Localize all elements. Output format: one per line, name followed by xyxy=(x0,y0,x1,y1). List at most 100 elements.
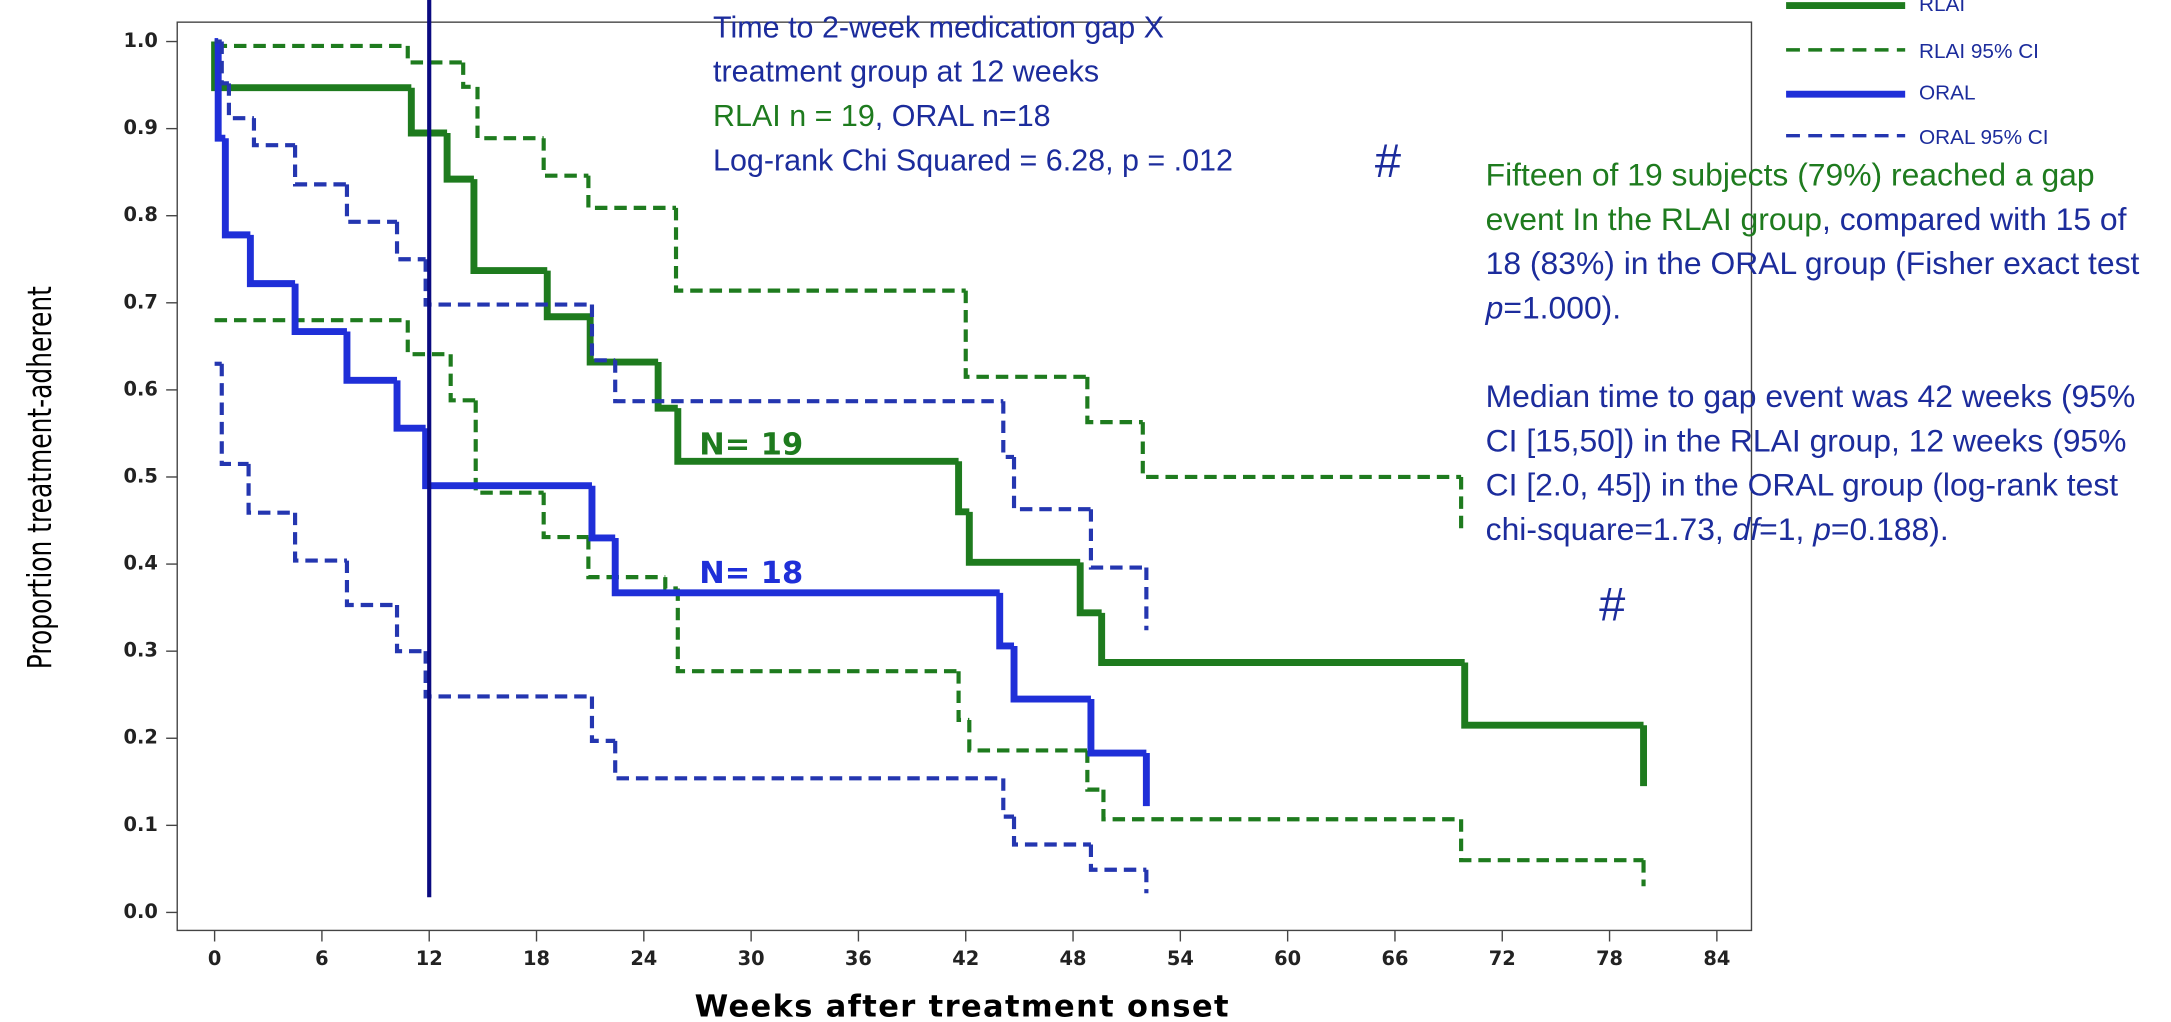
x-tick-label: 18 xyxy=(523,947,550,970)
y-tick-label: 0.3 xyxy=(124,639,158,662)
ci-lower xyxy=(344,560,398,608)
x-tick-label: 72 xyxy=(1489,947,1516,970)
km-curve xyxy=(543,270,591,321)
ci-upper xyxy=(1085,376,1143,425)
curve-label: N= 19 xyxy=(699,427,803,462)
x-tick-label: 66 xyxy=(1381,947,1408,970)
km-curve xyxy=(955,461,970,516)
legend-label: ORAL xyxy=(1919,82,1976,105)
ci-lower xyxy=(663,577,678,591)
mark: # xyxy=(1599,578,1626,632)
km-curve xyxy=(1461,662,1644,729)
ci-upper xyxy=(226,83,254,121)
ci-lower xyxy=(219,363,249,466)
y-tick-label: 0.0 xyxy=(124,900,158,923)
annotation: Time to 2-week medication gap X treatment… xyxy=(713,6,1233,183)
km-curve xyxy=(1010,645,1091,703)
y-axis-label: Proportion treatment-adherent xyxy=(21,286,59,669)
summary-run: =1, xyxy=(1759,510,1814,547)
ci-lower xyxy=(448,354,476,403)
km-curve xyxy=(996,592,1015,650)
x-tick-label: 84 xyxy=(1703,947,1730,970)
km-curve xyxy=(343,331,398,384)
ci-upper xyxy=(293,145,347,187)
x-tick-label: 30 xyxy=(738,947,765,970)
km-curve xyxy=(221,138,251,239)
ci-lower xyxy=(613,740,1004,781)
km-curve xyxy=(588,485,616,542)
summary-paragraph: Median time to gap event was 42 weeks (9… xyxy=(1486,374,2158,551)
km-curve xyxy=(422,428,592,490)
ci-lower xyxy=(675,588,959,674)
km-curve xyxy=(291,283,347,336)
annotation-line: Log-rank Chi Squared = 6.28, p = .012 xyxy=(713,138,1233,182)
ci-upper xyxy=(1088,509,1147,570)
ci-lower xyxy=(1001,778,1015,819)
ci-upper xyxy=(673,207,966,293)
ci-upper xyxy=(541,138,589,178)
ci-lower xyxy=(423,651,592,699)
ci-upper xyxy=(1001,401,1015,460)
ci-lower xyxy=(246,463,296,515)
km-curve xyxy=(443,132,474,183)
y-tick-label: 0.1 xyxy=(124,813,158,836)
ci-lower xyxy=(589,696,616,743)
ci-lower xyxy=(394,605,426,654)
summary-run: p xyxy=(1813,510,1831,547)
ci-lower xyxy=(1459,819,1644,863)
ci-lower xyxy=(1088,844,1147,872)
ci-upper xyxy=(394,221,426,262)
km-curve xyxy=(674,408,959,465)
x-tick-label: 24 xyxy=(630,947,657,970)
ci-lower xyxy=(473,400,544,495)
summary-run: df xyxy=(1732,510,1760,547)
km-curve xyxy=(586,316,659,366)
y-tick-label: 0.9 xyxy=(124,116,158,139)
km-curve xyxy=(211,41,412,92)
km-curve xyxy=(407,87,448,137)
y-tick-label: 0.8 xyxy=(124,203,158,226)
y-tick-label: 1.0 xyxy=(124,29,158,52)
ci-upper xyxy=(586,175,677,210)
ci-upper xyxy=(475,86,544,141)
x-tick-label: 60 xyxy=(1274,947,1301,970)
annotation-line: Time to 2-week medication gap X xyxy=(713,6,1233,50)
km-curve xyxy=(611,537,1000,597)
annotation-run: RLAI n = 19 xyxy=(713,98,875,133)
summary-run: p xyxy=(1485,289,1504,326)
ci-upper xyxy=(461,62,478,89)
mark: # xyxy=(1374,135,1402,189)
km-curve xyxy=(965,511,1081,566)
annotation-line: RLAI n = 19, ORAL n=18 xyxy=(713,94,1233,138)
ci-upper xyxy=(1011,456,1091,512)
y-tick-label: 0.4 xyxy=(124,552,158,575)
summary-run: =1.000). xyxy=(1503,289,1622,326)
y-tick-label: 0.5 xyxy=(124,464,158,487)
curve-label: N= 18 xyxy=(699,556,803,591)
ci-lower xyxy=(956,671,970,723)
x-tick-label: 12 xyxy=(416,947,443,970)
annotation-line: treatment group at 12 weeks xyxy=(713,50,1233,94)
ci-upper xyxy=(963,290,1088,379)
ci-upper xyxy=(344,184,398,224)
annotation-run: treatment group at 12 weeks xyxy=(713,53,1100,89)
ci-lower xyxy=(293,512,347,563)
km-curve xyxy=(654,362,678,412)
ci-upper xyxy=(613,360,1004,404)
legend-label: RLAI xyxy=(1919,0,1965,16)
x-tick-label: 6 xyxy=(315,947,328,970)
x-tick-label: 42 xyxy=(952,947,979,970)
summary-run: =0.188). xyxy=(1830,510,1949,547)
y-tick-label: 0.7 xyxy=(124,290,158,313)
annotation-run: , ORAL n=18 xyxy=(874,98,1051,133)
x-tick-label: 0 xyxy=(208,947,221,970)
x-tick-label: 54 xyxy=(1167,947,1194,970)
x-axis-label: Weeks after treatment onset xyxy=(695,989,1230,1021)
ci-upper xyxy=(405,45,464,65)
y-tick-label: 0.2 xyxy=(124,726,158,749)
km-curve xyxy=(246,234,296,288)
ci-lower xyxy=(967,719,1088,753)
